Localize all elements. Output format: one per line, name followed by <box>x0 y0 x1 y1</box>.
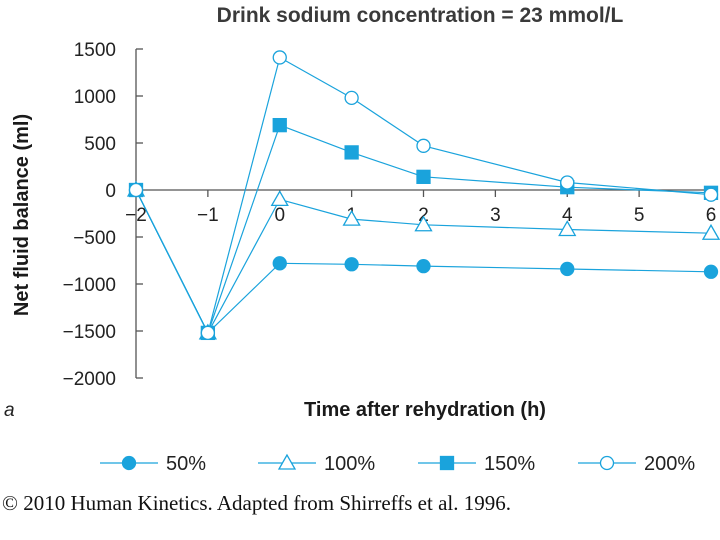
data-point-200pct <box>272 50 287 65</box>
y-tick-label: 1000 <box>74 87 116 108</box>
legend-label: 150% <box>484 453 535 475</box>
data-point-200pct <box>560 175 575 190</box>
data-point-100pct <box>270 190 289 207</box>
y-tick-label: −1000 <box>63 275 116 296</box>
data-point-150pct <box>272 117 287 133</box>
data-point-100pct <box>342 209 361 226</box>
y-tick-label: −500 <box>73 228 116 249</box>
data-point-50pct <box>344 257 359 272</box>
legend: 50% 100% 150% 200% <box>100 453 695 475</box>
plot-area <box>126 50 720 341</box>
x-tick-label: 0 <box>274 205 285 226</box>
y-axis-label: Net fluid balance (ml) <box>11 114 33 316</box>
legend-label: 100% <box>324 453 375 475</box>
y-tick-label: −2000 <box>63 369 116 390</box>
legend-marker <box>277 453 297 470</box>
chart-title: Drink sodium concentration = 23 mmol/L <box>217 4 624 27</box>
legend-label: 50% <box>166 453 206 475</box>
data-point-100pct <box>414 215 433 232</box>
y-tick-label: 1500 <box>74 40 116 61</box>
line-chart: Drink sodium concentration = 23 mmol/L 1… <box>4 4 720 475</box>
data-point-50pct <box>560 261 575 277</box>
data-point-100pct <box>701 223 720 240</box>
data-point-200pct <box>416 138 431 153</box>
x-tick-label: −1 <box>197 205 219 226</box>
data-point-200pct <box>344 90 359 106</box>
y-tick-label: 500 <box>84 134 116 155</box>
data-point-200pct <box>200 325 216 341</box>
panel-label: a <box>4 400 15 421</box>
x-tick-label: 3 <box>490 205 501 226</box>
y-tick-label: −1500 <box>63 322 116 343</box>
data-point-50pct <box>416 258 431 274</box>
data-point-150pct <box>416 169 431 184</box>
legend-marker <box>121 455 137 471</box>
data-point-200pct <box>703 187 719 202</box>
credit-text: © 2010 Human Kinetics. Adapted from Shir… <box>2 491 511 515</box>
data-point-50pct <box>272 256 287 271</box>
data-point-200pct <box>128 182 144 198</box>
y-tick-label: 0 <box>105 181 116 202</box>
legend-label: 200% <box>644 453 695 475</box>
legend-marker <box>439 455 455 471</box>
x-tick-label: 6 <box>706 205 717 226</box>
data-point-50pct <box>703 264 719 279</box>
axes: 150010005000−500−1000−1500−2000−2−101234… <box>63 40 717 390</box>
copyright-credit: © 2010 Human Kinetics. Adapted from Shir… <box>0 491 720 516</box>
data-point-150pct <box>344 145 359 160</box>
x-tick-label: −2 <box>125 205 147 226</box>
x-tick-label: 4 <box>562 205 573 226</box>
x-tick-label: 5 <box>634 205 645 226</box>
legend-marker <box>599 455 615 471</box>
data-point-100pct <box>558 220 577 237</box>
x-axis-label: Time after rehydration (h) <box>304 399 546 421</box>
